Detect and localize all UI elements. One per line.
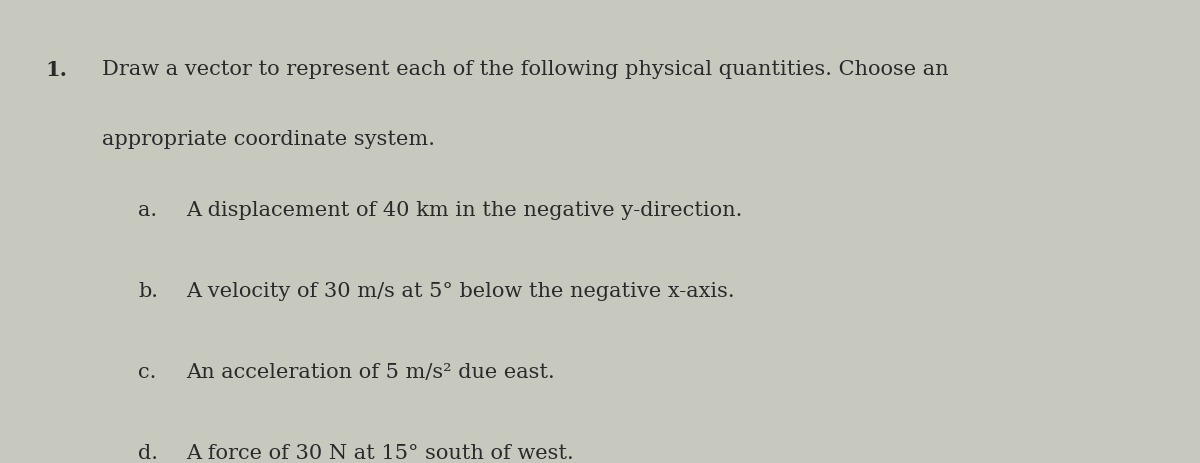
Text: b.: b.: [138, 282, 158, 301]
Text: d.: d.: [138, 444, 158, 463]
Text: a.: a.: [138, 201, 157, 220]
Text: 1.: 1.: [46, 60, 67, 80]
Text: A force of 30 N at 15° south of west.: A force of 30 N at 15° south of west.: [186, 444, 574, 463]
Text: A velocity of 30 m/s at 5° below the negative x-axis.: A velocity of 30 m/s at 5° below the neg…: [186, 282, 734, 301]
Text: An acceleration of 5 m/s² due east.: An acceleration of 5 m/s² due east.: [186, 363, 554, 382]
Text: appropriate coordinate system.: appropriate coordinate system.: [102, 130, 436, 149]
Text: Draw a vector to represent each of the following physical quantities. Choose an: Draw a vector to represent each of the f…: [102, 60, 949, 79]
Text: A displacement of 40 km in the negative y-direction.: A displacement of 40 km in the negative …: [186, 201, 743, 220]
Text: c.: c.: [138, 363, 156, 382]
